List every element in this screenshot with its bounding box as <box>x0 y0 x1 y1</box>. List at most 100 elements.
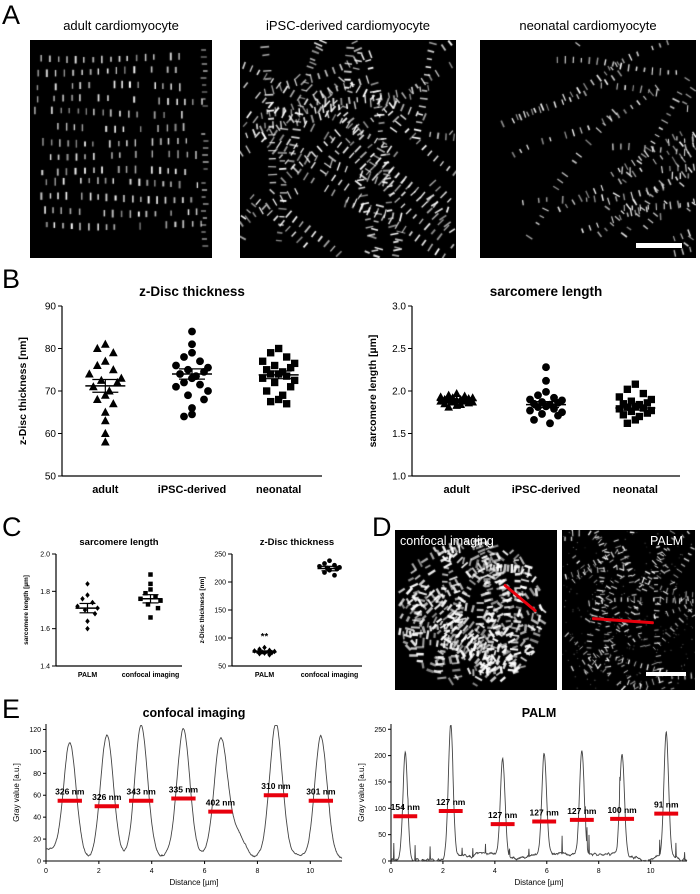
svg-text:2: 2 <box>441 868 445 875</box>
svg-text:0: 0 <box>44 868 48 875</box>
svg-text:sarcomere length [µm]: sarcomere length [µm] <box>23 575 30 645</box>
svg-text:200: 200 <box>374 753 386 760</box>
svg-text:1.0: 1.0 <box>392 472 406 483</box>
svg-text:iPSC-derived: iPSC-derived <box>158 484 226 496</box>
svg-text:Gray value [a.u.]: Gray value [a.u.] <box>357 763 366 822</box>
svg-text:3.0: 3.0 <box>392 302 406 313</box>
panel-c-label: C <box>2 512 22 542</box>
panel-b-label: B <box>2 264 21 294</box>
svg-text:1.4: 1.4 <box>40 663 50 670</box>
svg-text:neonatal: neonatal <box>256 484 301 496</box>
svg-text:150: 150 <box>374 779 386 786</box>
svg-text:adult: adult <box>444 484 471 496</box>
chart-sarcomere-length-c: sarcomere length 1.4 1.6 1.8 2.0 PALM confocal… <box>20 534 188 684</box>
svg-text:z-Disc thickness [nm]: z-Disc thickness [nm] <box>199 577 206 644</box>
svg-text:60: 60 <box>33 793 41 800</box>
svg-text:120: 120 <box>29 727 41 734</box>
chart-zdisc-thickness-b: z-Disc thickness 50 60 70 80 90 adult iPSC-deri… <box>12 280 334 508</box>
svg-text:iPSC-derived: iPSC-derived <box>512 484 580 496</box>
svg-text:60: 60 <box>45 429 57 440</box>
svg-text:1.8: 1.8 <box>40 589 50 596</box>
panel-e-label: E <box>2 694 21 724</box>
panel-d-label: D <box>372 512 392 542</box>
micrograph-adult-cardiomyocyte <box>30 40 212 258</box>
chart-sarcomere-length-b: sarcomere length 1.0 1.5 2.0 2.5 3.0 adult iPSC… <box>362 280 692 508</box>
svg-text:6: 6 <box>203 868 207 875</box>
svg-text:40: 40 <box>33 815 41 822</box>
svg-text:343 nm: 343 nm <box>126 787 156 797</box>
svg-text:91 nm: 91 nm <box>654 800 679 810</box>
confocal-image-label: confocal imaging <box>400 534 494 548</box>
svg-text:154 nm: 154 nm <box>391 802 421 812</box>
svg-text:confocal imaging: confocal imaging <box>122 672 180 679</box>
panel-a-label: A <box>2 0 21 30</box>
svg-text:neonatal: neonatal <box>613 484 658 496</box>
svg-text:Distance [µm]: Distance [µm] <box>169 878 218 887</box>
svg-text:127 nm: 127 nm <box>567 806 597 816</box>
svg-text:sarcomere length: sarcomere length <box>490 284 603 299</box>
svg-text:326 nm: 326 nm <box>92 792 122 802</box>
svg-text:**: ** <box>261 632 269 643</box>
palm-image-label: PALM <box>650 534 684 548</box>
svg-text:1.6: 1.6 <box>40 626 50 633</box>
svg-text:0: 0 <box>382 859 386 866</box>
svg-text:200: 200 <box>214 579 226 586</box>
svg-text:250: 250 <box>374 727 386 734</box>
svg-text:z-Disc thickness [nm]: z-Disc thickness [nm] <box>17 337 29 445</box>
svg-text:80: 80 <box>45 344 57 355</box>
svg-text:z-Disc thickness: z-Disc thickness <box>260 537 334 548</box>
svg-text:50: 50 <box>378 832 386 839</box>
svg-text:100: 100 <box>29 749 41 756</box>
svg-text:301 nm: 301 nm <box>306 787 336 797</box>
svg-text:127 nm: 127 nm <box>488 810 518 820</box>
svg-text:50: 50 <box>45 472 57 483</box>
svg-text:10: 10 <box>306 868 314 875</box>
svg-text:150: 150 <box>214 607 226 614</box>
micrograph-title-ipsc: iPSC-derived cardiomyocyte <box>265 18 430 33</box>
svg-text:adult: adult <box>92 484 119 496</box>
svg-text:8: 8 <box>597 868 601 875</box>
svg-text:100: 100 <box>214 635 226 642</box>
svg-text:PALM: PALM <box>255 672 274 679</box>
svg-text:2.5: 2.5 <box>392 344 406 355</box>
svg-text:20: 20 <box>33 837 41 844</box>
svg-text:127 nm: 127 nm <box>436 797 466 807</box>
svg-text:6: 6 <box>545 868 549 875</box>
svg-text:sarcomere length: sarcomere length <box>79 537 158 548</box>
svg-text:Gray value [a.u.]: Gray value [a.u.] <box>12 763 21 822</box>
micrograph-title-neonatal: neonatal cardiomyocyte <box>519 18 657 33</box>
svg-text:2: 2 <box>97 868 101 875</box>
svg-text:Distance [µm]: Distance [µm] <box>514 878 563 887</box>
svg-text:250: 250 <box>214 551 226 558</box>
svg-text:confocal imaging: confocal imaging <box>143 706 246 720</box>
svg-text:z-Disc thickness: z-Disc thickness <box>139 284 245 299</box>
svg-text:326 nm: 326 nm <box>55 787 85 797</box>
micrograph-palm <box>562 530 695 690</box>
svg-text:sarcomere length [µm]: sarcomere length [µm] <box>367 335 379 448</box>
svg-text:PALM: PALM <box>522 706 557 720</box>
svg-text:335 nm: 335 nm <box>169 785 199 795</box>
svg-text:402 nm: 402 nm <box>206 798 236 808</box>
svg-text:310 nm: 310 nm <box>261 781 291 791</box>
svg-text:1.5: 1.5 <box>392 429 406 440</box>
micrograph-confocal <box>395 530 557 690</box>
intensity-profile-confocal: confocal imaging 0 20 40 60 80 100 120 0 2 4 6 8 10 Di… <box>10 704 350 889</box>
svg-text:8: 8 <box>255 868 259 875</box>
scale-bar <box>636 243 682 248</box>
svg-text:100: 100 <box>374 806 386 813</box>
svg-text:4: 4 <box>493 868 497 875</box>
micrograph-neonatal-cardiomyocyte <box>480 40 696 258</box>
svg-text:2.0: 2.0 <box>40 551 50 558</box>
svg-text:50: 50 <box>218 663 226 670</box>
svg-text:0: 0 <box>37 859 41 866</box>
svg-text:100 nm: 100 nm <box>607 805 637 815</box>
chart-zdisc-thickness-c: z-Disc thickness 50 100 150 200 250 PALM confoc… <box>196 534 368 684</box>
svg-text:2.0: 2.0 <box>392 387 406 398</box>
svg-text:10: 10 <box>647 868 655 875</box>
svg-text:4: 4 <box>150 868 154 875</box>
svg-text:PALM: PALM <box>78 672 97 679</box>
scale-bar <box>646 672 686 676</box>
intensity-profile-palm: PALM 0 50 100 150 200 250 0 2 4 6 8 10 Distance [µm] G… <box>355 704 695 889</box>
svg-text:80: 80 <box>33 771 41 778</box>
svg-text:confocal imaging: confocal imaging <box>301 672 359 679</box>
